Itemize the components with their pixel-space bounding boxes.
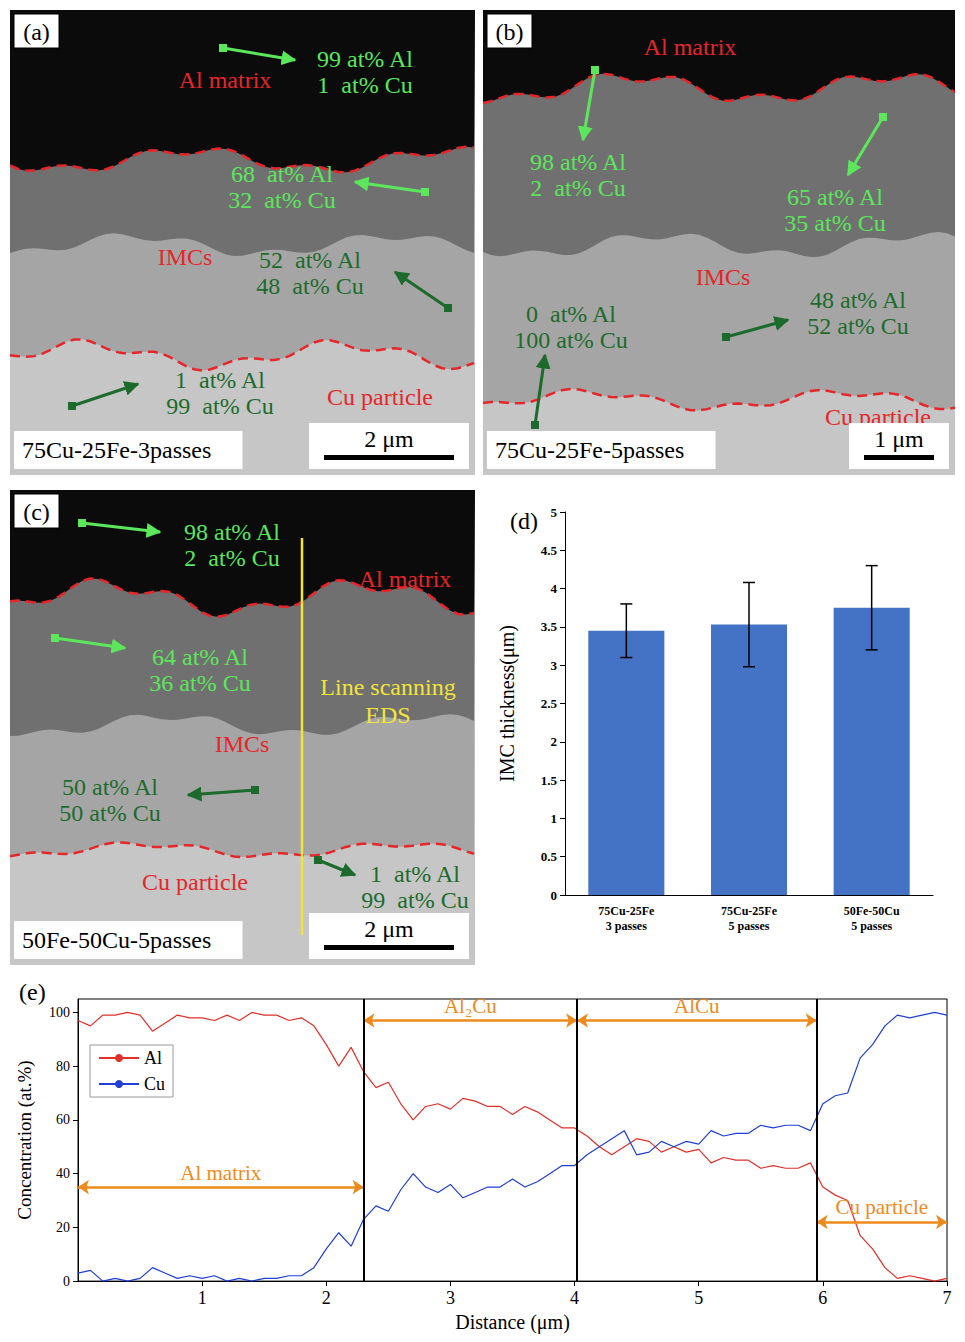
svg-text:0 at% Al100 at% Cu: 0 at% Al100 at% Cu bbox=[514, 301, 627, 353]
svg-text:IMC thickness(μm): IMC thickness(μm) bbox=[496, 625, 519, 782]
svg-text:Al matrix: Al matrix bbox=[359, 566, 452, 592]
svg-text:(b): (b) bbox=[496, 19, 524, 45]
svg-text:65 at% Al35 at% Cu: 65 at% Al35 at% Cu bbox=[784, 184, 885, 236]
svg-text:Al matrix: Al matrix bbox=[179, 67, 272, 93]
svg-text:(d): (d) bbox=[510, 508, 538, 534]
svg-text:Al matrix: Al matrix bbox=[180, 1161, 262, 1185]
svg-text:IMCs: IMCs bbox=[696, 264, 751, 290]
svg-text:75Cu-25Fe: 75Cu-25Fe bbox=[721, 904, 778, 918]
svg-text:2.5: 2.5 bbox=[541, 696, 558, 711]
svg-text:98 at% Al2 at% Cu: 98 at% Al2 at% Cu bbox=[530, 149, 626, 201]
svg-text:(e): (e) bbox=[19, 979, 46, 1005]
svg-text:AlCu: AlCu bbox=[674, 994, 720, 1018]
svg-text:Concentration (at.%): Concentration (at.%) bbox=[14, 1060, 36, 1219]
svg-text:50Fe-50Cu: 50Fe-50Cu bbox=[844, 904, 900, 918]
svg-text:3: 3 bbox=[551, 658, 558, 673]
svg-text:60: 60 bbox=[56, 1112, 70, 1127]
svg-text:50 at% Al50 at% Cu: 50 at% Al50 at% Cu bbox=[59, 774, 160, 826]
svg-text:50Fe-50Cu-5passes: 50Fe-50Cu-5passes bbox=[22, 927, 211, 953]
svg-text:75Cu-25Fe: 75Cu-25Fe bbox=[598, 904, 655, 918]
svg-text:Cu particle: Cu particle bbox=[825, 404, 931, 430]
svg-text:Line scanningEDS: Line scanningEDS bbox=[320, 674, 455, 728]
svg-text:3.5: 3.5 bbox=[541, 619, 558, 634]
svg-text:5 passes: 5 passes bbox=[851, 919, 892, 933]
svg-text:Cu particle: Cu particle bbox=[835, 1195, 928, 1219]
svg-text:1 at% Al99 at% Cu: 1 at% Al99 at% Cu bbox=[166, 367, 273, 419]
svg-text:4.5: 4.5 bbox=[541, 543, 558, 558]
svg-text:3: 3 bbox=[446, 1288, 455, 1308]
svg-text:40: 40 bbox=[56, 1166, 70, 1181]
svg-text:5 passes: 5 passes bbox=[728, 919, 769, 933]
svg-text:80: 80 bbox=[56, 1059, 70, 1074]
svg-text:2: 2 bbox=[551, 734, 558, 749]
svg-text:68 at% Al32 at% Cu: 68 at% Al32 at% Cu bbox=[228, 161, 335, 213]
svg-text:Al matrix: Al matrix bbox=[644, 34, 737, 60]
svg-text:Distance (μm): Distance (μm) bbox=[455, 1311, 570, 1334]
svg-text:0.5: 0.5 bbox=[541, 849, 558, 864]
svg-text:Cu particle: Cu particle bbox=[327, 384, 433, 410]
svg-text:99 at% Al1 at% Cu: 99 at% Al1 at% Cu bbox=[317, 46, 413, 98]
svg-text:0: 0 bbox=[63, 1274, 70, 1289]
svg-text:(a): (a) bbox=[23, 19, 50, 45]
svg-text:75Cu-25Fe-3passes: 75Cu-25Fe-3passes bbox=[22, 437, 211, 463]
svg-text:4: 4 bbox=[570, 1288, 579, 1308]
svg-text:0: 0 bbox=[551, 888, 558, 903]
svg-text:Al₂Cu: Al₂Cu bbox=[444, 994, 497, 1018]
svg-text:100: 100 bbox=[49, 1005, 70, 1020]
svg-text:75Cu-25Fe-5passes: 75Cu-25Fe-5passes bbox=[495, 437, 684, 463]
svg-text:2 μm: 2 μm bbox=[364, 426, 414, 452]
svg-text:5: 5 bbox=[694, 1288, 703, 1308]
svg-text:1 at% Al99 at% Cu: 1 at% Al99 at% Cu bbox=[361, 861, 468, 913]
svg-text:5: 5 bbox=[551, 505, 558, 520]
svg-text:Cu particle: Cu particle bbox=[142, 869, 248, 895]
svg-text:2: 2 bbox=[322, 1288, 331, 1308]
svg-text:3 passes: 3 passes bbox=[606, 919, 647, 933]
svg-text:1.5: 1.5 bbox=[541, 773, 558, 788]
svg-text:7: 7 bbox=[943, 1288, 952, 1308]
svg-text:6: 6 bbox=[818, 1288, 827, 1308]
svg-text:1: 1 bbox=[198, 1288, 207, 1308]
svg-text:1 μm: 1 μm bbox=[874, 426, 924, 452]
svg-text:Cu: Cu bbox=[144, 1074, 165, 1094]
svg-text:2 μm: 2 μm bbox=[364, 916, 414, 942]
svg-text:1: 1 bbox=[551, 811, 558, 826]
svg-text:20: 20 bbox=[56, 1220, 70, 1235]
svg-text:98 at% Al2 at% Cu: 98 at% Al2 at% Cu bbox=[184, 519, 280, 571]
svg-text:(c): (c) bbox=[23, 499, 50, 525]
svg-text:64 at% Al36 at% Cu: 64 at% Al36 at% Cu bbox=[149, 644, 250, 696]
svg-text:4: 4 bbox=[551, 581, 558, 596]
svg-text:52 at% Al48 at% Cu: 52 at% Al48 at% Cu bbox=[256, 247, 363, 299]
svg-text:IMCs: IMCs bbox=[158, 244, 213, 270]
svg-text:Al: Al bbox=[144, 1048, 162, 1068]
svg-text:48 at% Al52 at% Cu: 48 at% Al52 at% Cu bbox=[807, 287, 908, 339]
svg-text:IMCs: IMCs bbox=[215, 731, 270, 757]
